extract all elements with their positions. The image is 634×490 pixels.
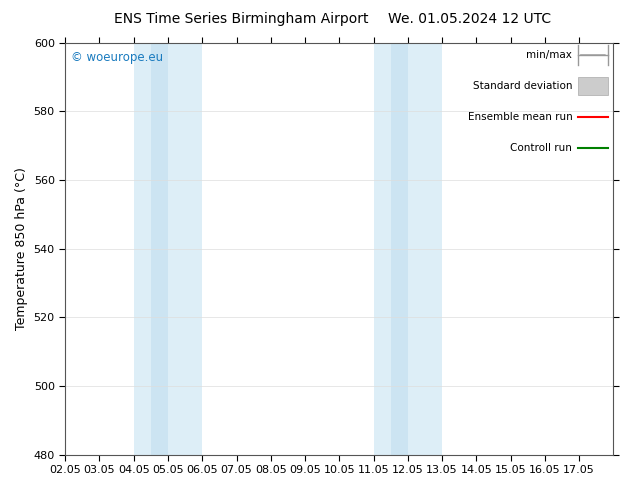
Text: min/max: min/max: [526, 50, 573, 60]
Text: Controll run: Controll run: [510, 143, 573, 153]
Bar: [391, 43, 408, 455]
Text: Ensemble mean run: Ensemble mean run: [468, 112, 573, 122]
Text: We. 01.05.2024 12 UTC: We. 01.05.2024 12 UTC: [387, 12, 551, 26]
Text: Standard deviation: Standard deviation: [473, 81, 573, 91]
Bar: [168, 43, 202, 455]
Text: © woeurope.eu: © woeurope.eu: [71, 51, 163, 64]
Text: ENS Time Series Birmingham Airport: ENS Time Series Birmingham Airport: [113, 12, 368, 26]
Bar: [134, 43, 151, 455]
Bar: [408, 43, 442, 455]
Bar: [373, 43, 391, 455]
Bar: [578, 76, 608, 95]
Bar: [151, 43, 168, 455]
Y-axis label: Temperature 850 hPa (°C): Temperature 850 hPa (°C): [15, 167, 28, 330]
